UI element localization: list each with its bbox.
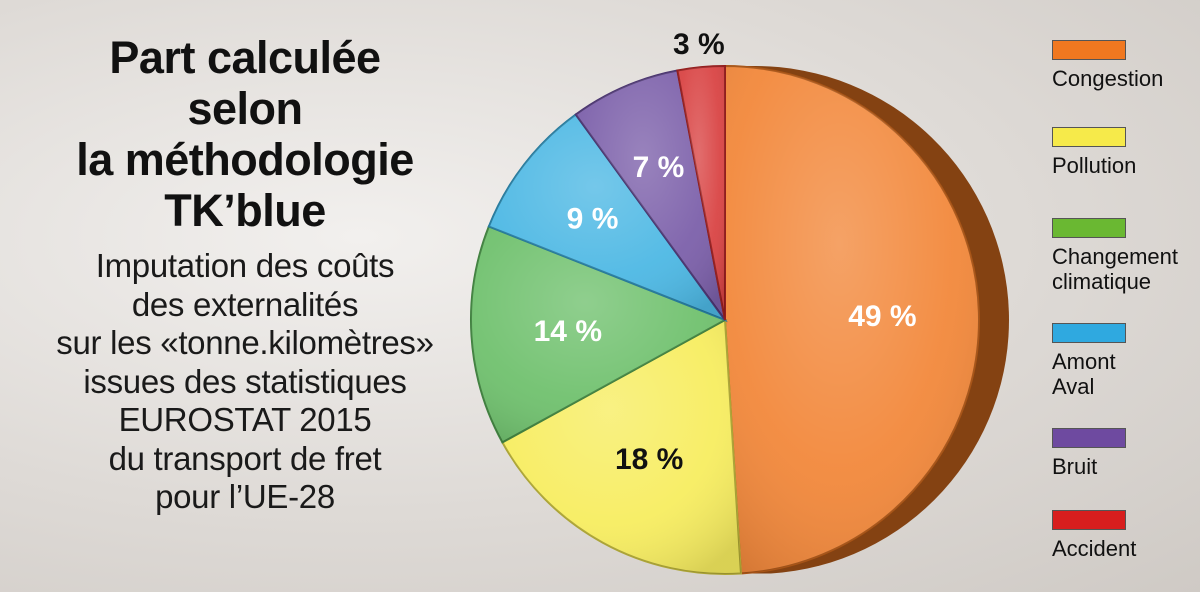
legend-item: Congestion <box>1052 40 1200 91</box>
subtitle-line: EUROSTAT 2015 <box>118 401 372 438</box>
legend-item: Amont Aval <box>1052 323 1200 399</box>
legend-label: Pollution <box>1052 153 1137 178</box>
pie-slice-label: 3 % <box>673 28 725 61</box>
legend-swatch <box>1052 127 1126 147</box>
legend-item: Pollution <box>1052 127 1200 178</box>
legend-label: Changement climatique <box>1052 244 1178 294</box>
pie-slices <box>470 64 980 575</box>
chart-title: Part calculée selon la méthodologie TK’blue <box>0 32 490 236</box>
legend-item: Accident <box>1052 510 1200 561</box>
legend-label: Bruit <box>1052 454 1098 479</box>
subtitle-line: issues des statistiques <box>83 362 407 400</box>
pie-slice <box>501 318 743 575</box>
pie-slice-sheen <box>575 70 725 320</box>
subtitle-line: du transport de fret <box>108 439 382 477</box>
subtitle-line: des externalités <box>131 285 359 323</box>
pie-slice <box>574 69 726 321</box>
subtitle-line: Imputation des coûts <box>95 247 395 284</box>
pie-slice-label: 14 % <box>534 315 602 348</box>
subtitle-line: pour l’UE-28 <box>155 478 335 515</box>
pie-slice-label: 18 % <box>615 443 683 476</box>
title-line: Part calculée <box>109 32 381 83</box>
pie-slice-sheen <box>502 320 741 574</box>
pie-slice-sheen <box>471 226 725 443</box>
title-line: la méthodologie <box>76 134 414 185</box>
title-line: TK’blue <box>164 185 326 236</box>
pie-slice-label: 7 % <box>633 151 685 184</box>
title-line: selon <box>187 83 303 134</box>
pie-slice-sheen <box>677 66 725 320</box>
pie-slice-sheen <box>488 114 725 321</box>
legend-swatch <box>1052 323 1126 343</box>
pie-slice-label: 9 % <box>567 202 619 235</box>
legend-label: Congestion <box>1052 66 1164 91</box>
legend-swatch <box>1052 40 1126 60</box>
chart-subtitle: Imputation des coûts des externalités sur … <box>0 247 490 517</box>
legend-label: Amont Aval <box>1052 349 1116 399</box>
pie-slice <box>470 225 728 444</box>
legend-item: Bruit <box>1052 428 1200 479</box>
legend-item: Changement climatique <box>1052 218 1200 294</box>
pie-labels: 49 % 18 % 14 % 9 % 7 % 3 % <box>534 28 917 476</box>
legend-swatch <box>1052 428 1126 448</box>
pie-slice-label: 49 % <box>848 300 916 333</box>
legend-label: Accident <box>1052 536 1137 561</box>
subtitle-line: sur les «tonne.kilomètres» <box>56 324 434 361</box>
pie-slice <box>487 113 728 323</box>
pie-slice-sheen <box>725 66 979 574</box>
legend-swatch <box>1052 218 1126 238</box>
pie-slice <box>676 64 726 321</box>
pie-slice <box>724 64 980 575</box>
legend-swatch <box>1052 510 1126 530</box>
